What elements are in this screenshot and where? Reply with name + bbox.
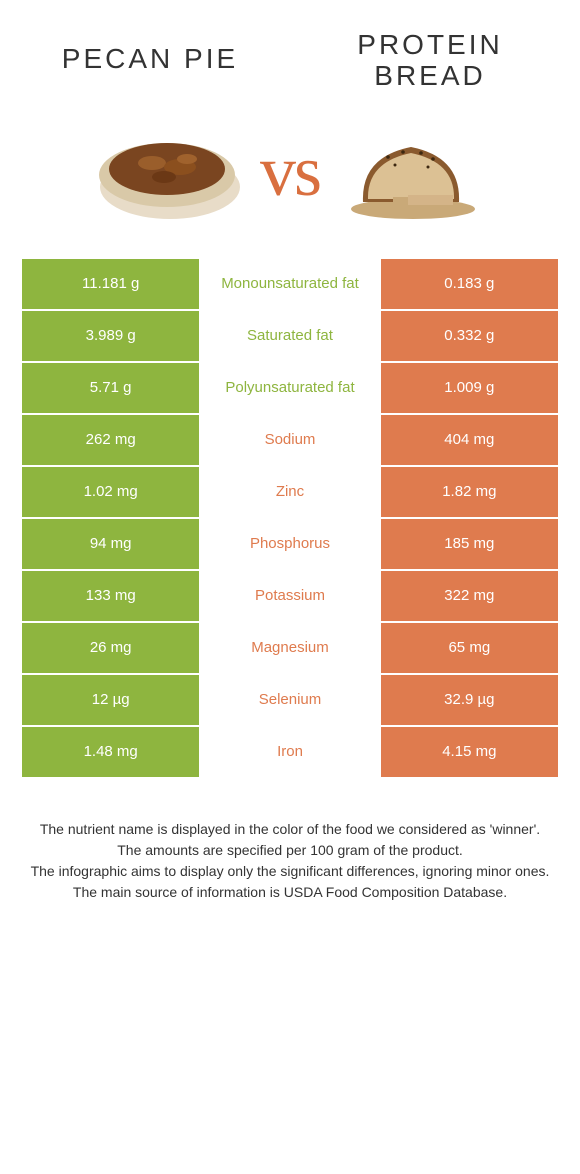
nutrient-label: Saturated fat — [200, 310, 379, 362]
footer-line-3: The infographic aims to display only the… — [30, 861, 550, 881]
nutrient-left-value: 133 mg — [21, 570, 200, 622]
nutrient-label: Iron — [200, 726, 379, 778]
nutrient-row: 12 µgSelenium32.9 µg — [21, 674, 559, 726]
vs-label: vs — [260, 130, 320, 213]
nutrient-right-value: 65 mg — [380, 622, 559, 674]
nutrient-label: Potassium — [200, 570, 379, 622]
nutrient-label: Sodium — [200, 414, 379, 466]
nutrient-left-value: 1.02 mg — [21, 466, 200, 518]
footer-notes: The nutrient name is displayed in the co… — [0, 779, 580, 903]
nutrient-right-value: 404 mg — [380, 414, 559, 466]
nutrient-right-value: 32.9 µg — [380, 674, 559, 726]
nutrient-right-value: 0.183 g — [380, 258, 559, 310]
nutrient-left-value: 262 mg — [21, 414, 200, 466]
nutrient-left-value: 3.989 g — [21, 310, 200, 362]
nutrient-label: Polyunsaturated fat — [200, 362, 379, 414]
nutrient-right-value: 1.009 g — [380, 362, 559, 414]
nutrient-label: Magnesium — [200, 622, 379, 674]
nutrient-left-value: 12 µg — [21, 674, 200, 726]
nutrient-row: 133 mgPotassium322 mg — [21, 570, 559, 622]
nutrient-label: Selenium — [200, 674, 379, 726]
nutrient-left-value: 94 mg — [21, 518, 200, 570]
nutrient-left-value: 11.181 g — [21, 258, 200, 310]
nutrient-row: 3.989 gSaturated fat0.332 g — [21, 310, 559, 362]
nutrient-right-value: 322 mg — [380, 570, 559, 622]
nutrient-row: 26 mgMagnesium65 mg — [21, 622, 559, 674]
nutrient-row: 94 mgPhosphorus185 mg — [21, 518, 559, 570]
nutrient-right-value: 0.332 g — [380, 310, 559, 362]
nutrient-row: 5.71 gPolyunsaturated fat1.009 g — [21, 362, 559, 414]
footer-line-4: The main source of information is USDA F… — [30, 882, 550, 902]
nutrient-row: 1.02 mgZinc1.82 mg — [21, 466, 559, 518]
header: Pecan pie Protein bread — [0, 0, 580, 102]
nutrient-left-value: 5.71 g — [21, 362, 200, 414]
nutrient-label: Phosphorus — [200, 518, 379, 570]
food-left-image — [90, 112, 250, 232]
nutrient-label: Zinc — [200, 466, 379, 518]
vs-row: vs — [0, 102, 580, 257]
nutrient-left-value: 26 mg — [21, 622, 200, 674]
nutrient-right-value: 185 mg — [380, 518, 559, 570]
nutrient-row: 1.48 mgIron4.15 mg — [21, 726, 559, 778]
nutrient-row: 262 mgSodium404 mg — [21, 414, 559, 466]
food-right-image — [330, 112, 490, 232]
nutrient-label: Monounsaturated fat — [200, 258, 379, 310]
footer-line-2: The amounts are specified per 100 gram o… — [30, 840, 550, 860]
nutrient-right-value: 4.15 mg — [380, 726, 559, 778]
nutrient-row: 11.181 gMonounsaturated fat0.183 g — [21, 258, 559, 310]
nutrient-table: 11.181 gMonounsaturated fat0.183 g3.989 … — [20, 257, 560, 779]
nutrient-right-value: 1.82 mg — [380, 466, 559, 518]
food-left-title: Pecan pie — [50, 30, 250, 92]
footer-line-1: The nutrient name is displayed in the co… — [30, 819, 550, 839]
nutrient-left-value: 1.48 mg — [21, 726, 200, 778]
food-right-title: Protein bread — [330, 30, 530, 92]
